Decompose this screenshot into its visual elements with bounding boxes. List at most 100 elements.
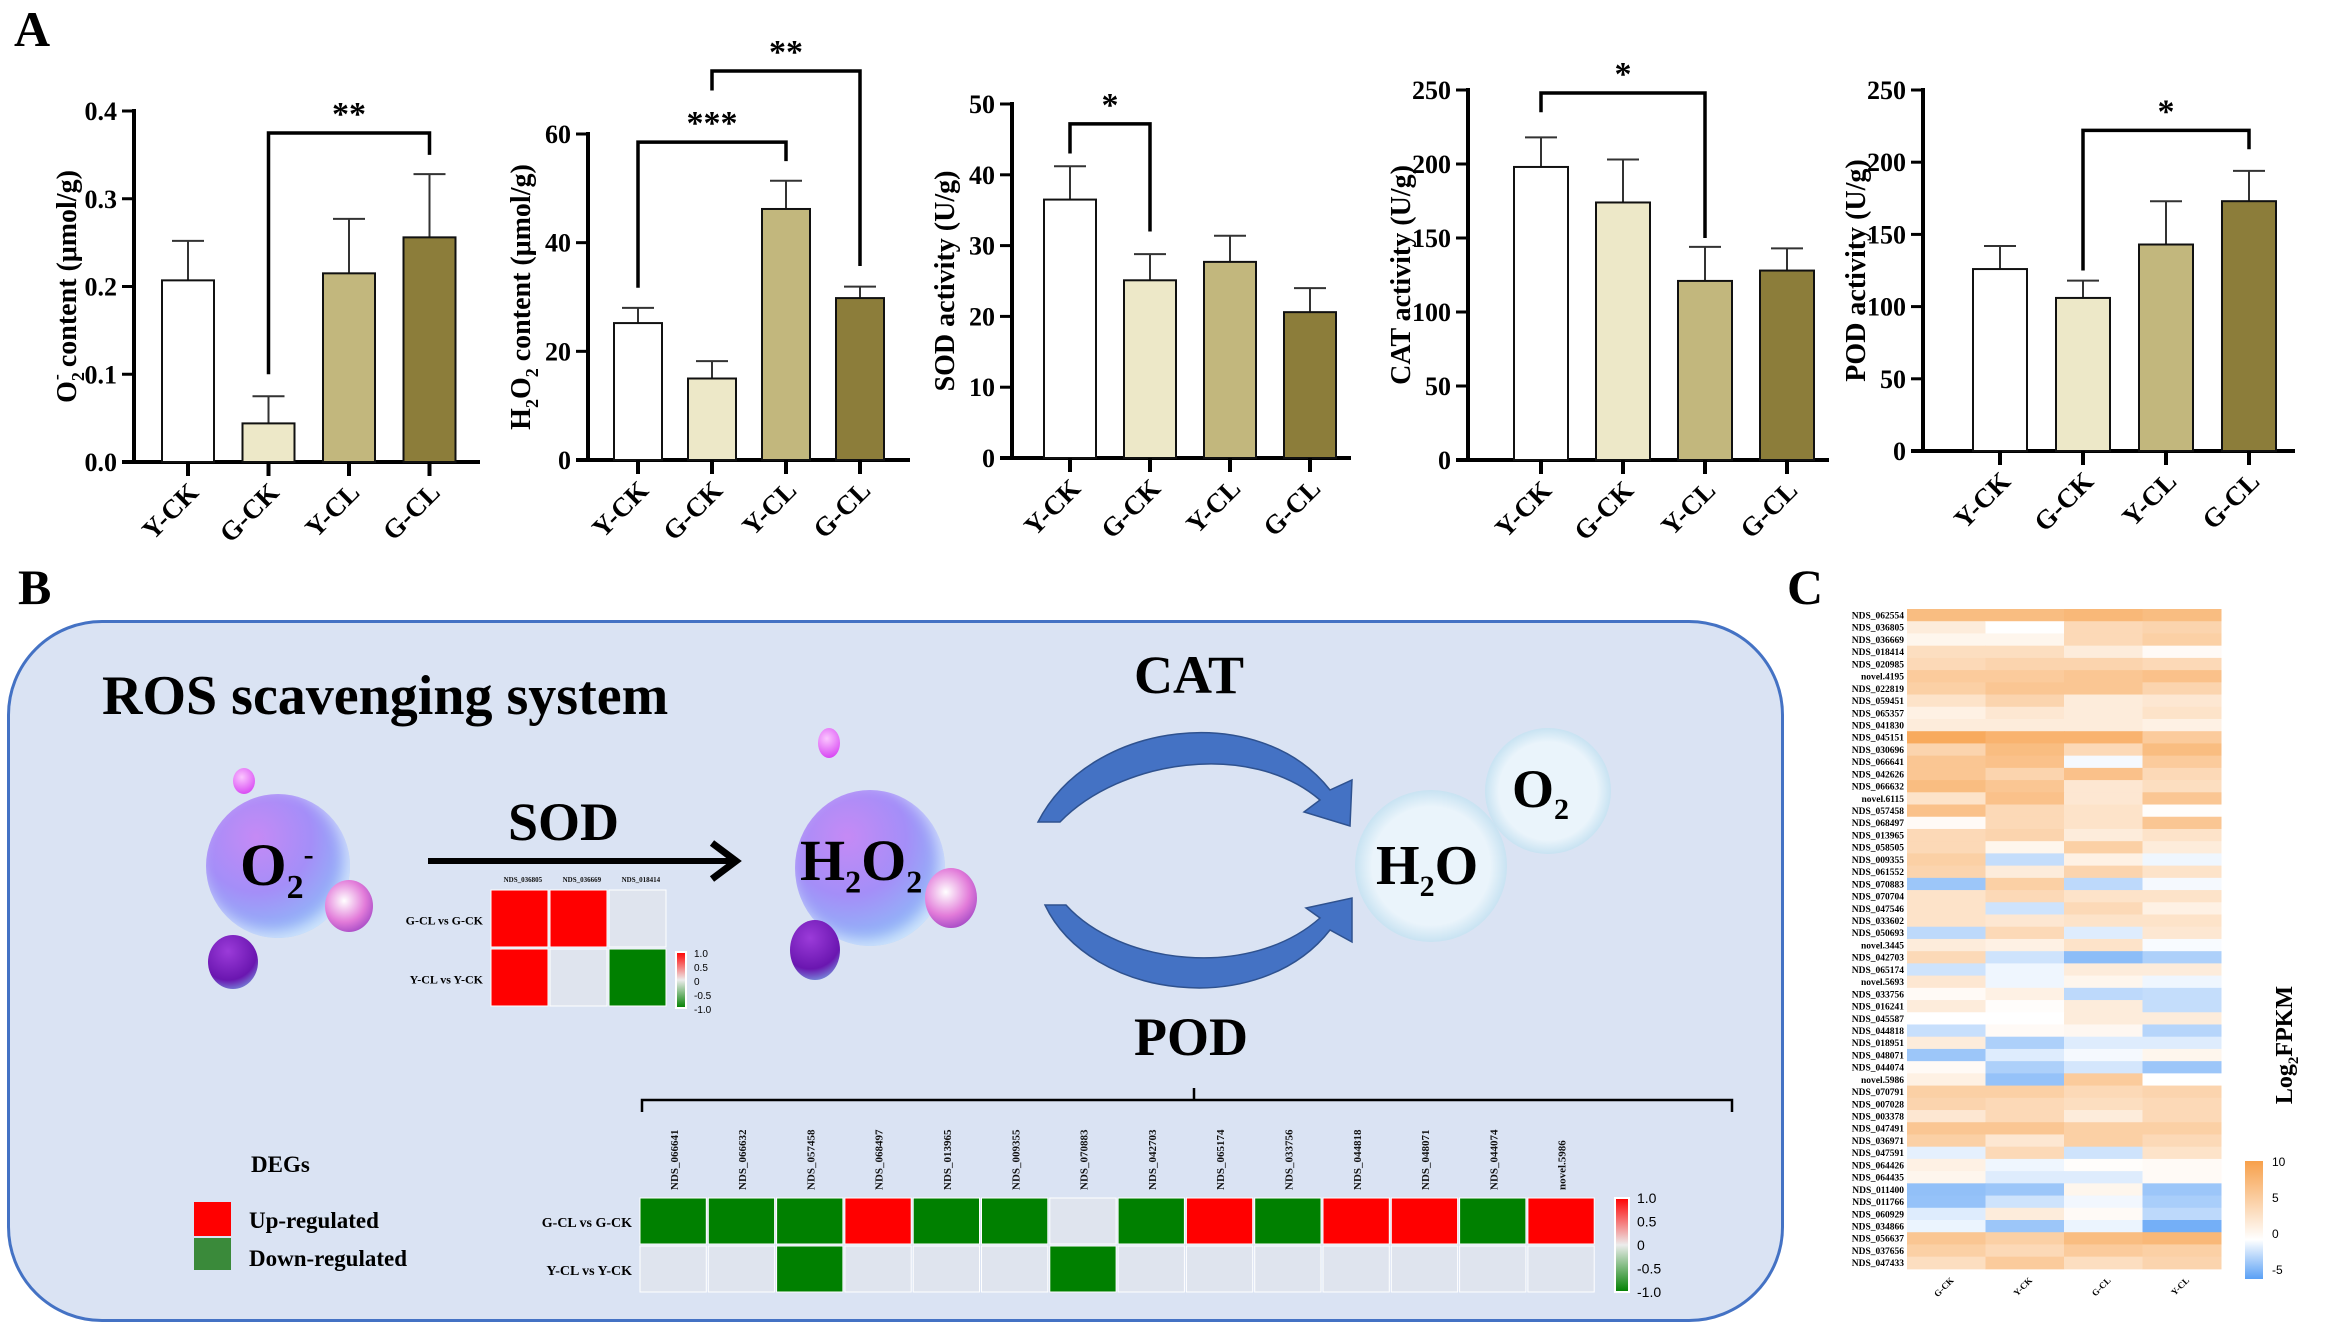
scale-tick-label: -0.5 (1637, 1261, 1661, 1277)
heatmap-cell (2064, 1110, 2143, 1123)
heatmap-cell (1985, 657, 2065, 671)
heatmap-cell (2064, 780, 2143, 793)
y-axis-label: H2O2 content (μmol/g) (506, 164, 542, 430)
heatmap-cell (1985, 1171, 2065, 1184)
o2-content-chart: 0.00.10.20.30.4O2- content (μmol/g)Y-CK G… (46, 96, 480, 548)
heatmap-cell (1322, 1197, 1390, 1245)
heatmap-cell (2064, 902, 2143, 915)
heatmap-cell (1254, 1197, 1322, 1245)
heatmap-cell (1527, 1197, 1595, 1245)
significance-bracket (1068, 122, 1152, 232)
heatmap-cell (1907, 1158, 1986, 1172)
heatmap-cell (1985, 1012, 2065, 1025)
row-label: NDS_065357 (1852, 709, 1905, 719)
heatmap-cell (981, 1197, 1049, 1245)
heatmap-cell (1985, 828, 2065, 842)
heatmap-cell (2142, 1171, 2222, 1184)
y-axis-label-part: content (μmol/g) (506, 164, 537, 368)
heatmap-cell (2142, 1220, 2222, 1233)
heatmap-cell (1907, 1171, 1986, 1184)
heatmap-cell (2064, 694, 2143, 708)
diagram-title: ROS scavenging system (102, 665, 669, 727)
heatmap-cell (1907, 633, 1986, 647)
droplet-icon (325, 880, 373, 932)
heatmap-cell (2142, 792, 2222, 806)
heatmap-cell (549, 889, 608, 948)
row-label: NDS_047491 (1852, 1125, 1905, 1135)
heatmap-cell (2142, 1183, 2222, 1197)
bar-y-cl (761, 207, 811, 461)
pod-gene-bracket (640, 1088, 1734, 1112)
legend-title: Log2FPKM (2272, 986, 2302, 1104)
heatmap-cell (2142, 828, 2222, 842)
heatmap-cell (2142, 804, 2222, 818)
heatmap-cell (707, 1245, 776, 1293)
heatmap-cell (2142, 816, 2222, 830)
row-label: NDS_070791 (1852, 1088, 1905, 1098)
heatmap-cell (1907, 951, 1986, 964)
heatmap-cell (1985, 902, 2065, 915)
heatmap-cell (1985, 1073, 2065, 1087)
heatmap-cell (1907, 1000, 1986, 1013)
heatmap-cell (549, 948, 608, 1007)
heatmap-cell (2064, 1122, 2143, 1135)
heatmap-cell (1985, 1220, 2065, 1233)
heatmap-cell (2064, 792, 2143, 806)
y-axis-label-part: 2 (522, 399, 542, 408)
y-axis-label-part: O (52, 381, 83, 403)
row-label: NDS_064435 (1852, 1174, 1905, 1184)
bar-y-ck (1043, 198, 1097, 460)
row-label: NDS_020985 (1852, 660, 1905, 670)
heatmap-cell (1322, 1245, 1390, 1293)
y-tick-label: 10 (969, 373, 995, 402)
heatmap-cell (1907, 914, 1986, 928)
row-label: novel.4195 (1861, 673, 1904, 683)
row-label: NDS_047546 (1852, 905, 1905, 915)
heatmap-cell (2142, 645, 2222, 659)
heatmap-cell (2064, 645, 2143, 659)
row-label: NDS_045151 (1852, 734, 1905, 744)
down-regulated-label: Down-regulated (249, 1246, 408, 1271)
heatmap-cell (1907, 718, 1986, 732)
heatmap-cell (490, 889, 549, 948)
heatmap-cell (2142, 938, 2222, 952)
heatmap-cell (2142, 841, 2222, 854)
row-label: NDS_033756 (1852, 990, 1905, 1000)
row-label: NDS_041830 (1852, 721, 1905, 731)
cat-enzyme-label: CAT (1134, 645, 1245, 705)
heatmap-cell (1907, 890, 1986, 903)
heatmap-cell (1254, 1245, 1322, 1293)
heatmap-cell (1985, 645, 2065, 659)
heatmap-cell (776, 1197, 844, 1245)
heatmap-cell (2064, 1158, 2143, 1172)
heatmap-cell (1985, 755, 2065, 769)
degs-legend-title: DEGs (251, 1152, 310, 1177)
up-regulated-swatch (194, 1202, 231, 1236)
heatmap-cell (2142, 731, 2222, 744)
heatmap-cell (1985, 743, 2065, 757)
scale-tick-label: 5 (2272, 1191, 2279, 1205)
y-axis-label: SOD activity (U/g) (930, 171, 961, 392)
y-tick-label: 0 (1893, 437, 1906, 466)
row-label: NDS_009355 (1852, 856, 1905, 866)
column-label: NDS_068497 (874, 1129, 886, 1190)
heatmap-cell (2064, 890, 2143, 903)
heatmap-cell (2142, 987, 2222, 1001)
heatmap-cell (1985, 1000, 2065, 1013)
heatmap-cell (1907, 792, 1986, 806)
panel-label-b: B (18, 559, 52, 615)
heatmap-cell (2064, 1220, 2143, 1233)
color-scale-bar (2245, 1161, 2263, 1279)
row-label: NDS_011766 (1852, 1198, 1904, 1208)
row-label: NDS_068497 (1852, 819, 1905, 829)
heatmap-cell (1907, 670, 1986, 683)
panel-label-c: C (1787, 559, 1824, 615)
heatmap-cell (2064, 841, 2143, 854)
column-label: Y-CL (2169, 1275, 2191, 1297)
heatmap-cell (1907, 1122, 1986, 1135)
row-label: Y-CL vs Y-CK (546, 1264, 632, 1279)
row-label: NDS_013965 (1852, 831, 1905, 841)
heatmap-cell (1907, 987, 1986, 1001)
heatmap-cell (1907, 657, 1986, 671)
